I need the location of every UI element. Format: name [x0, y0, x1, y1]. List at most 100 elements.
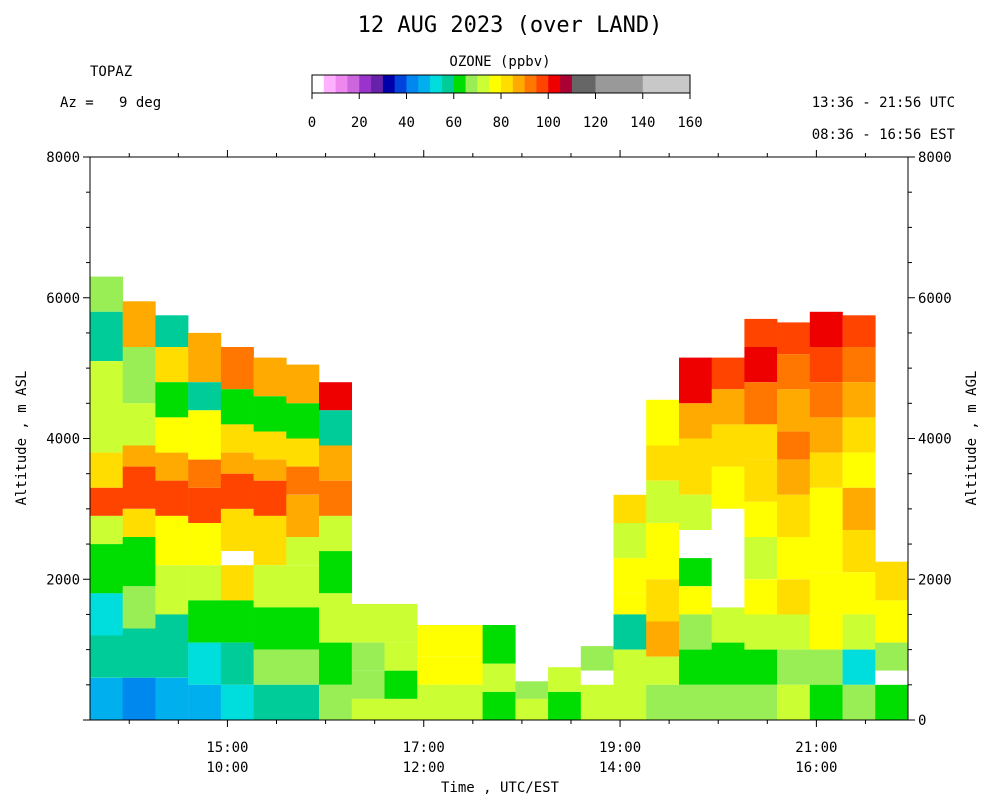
colorbar-bin: [347, 75, 360, 93]
ozone-cell: [319, 445, 352, 481]
ozone-cell: [646, 445, 680, 481]
ozone-cell: [122, 586, 156, 629]
ozone-cell: [155, 382, 189, 418]
ozone-cell: [711, 607, 745, 643]
colorbar-bin: [382, 75, 396, 93]
ozone-cell: [679, 494, 712, 530]
ozone-cell: [319, 382, 352, 411]
colorbar-bin: [524, 75, 537, 93]
x-tick-label-est: 12:00: [403, 760, 445, 776]
ozone-cell: [449, 656, 483, 685]
ozone-cell: [122, 403, 156, 446]
ozone-cell: [220, 684, 254, 720]
ozone-cell: [351, 698, 385, 720]
ozone-cell: [286, 438, 320, 467]
colorbar-bin: [560, 75, 573, 93]
ozone-cell: [319, 410, 352, 446]
ozone-cell: [319, 515, 352, 552]
ozone-cell: [155, 417, 189, 453]
ozone-cell: [482, 625, 516, 664]
colorbar-bin: [642, 75, 691, 93]
ozone-cell: [842, 452, 876, 488]
ozone-cell: [351, 670, 385, 699]
x-tick-label-est: 14:00: [599, 760, 641, 776]
ozone-cell: [417, 625, 451, 657]
ozone-cell: [777, 684, 811, 720]
ozone-cell: [417, 684, 451, 720]
ozone-cell: [580, 670, 614, 685]
ozone-cell: [875, 561, 909, 601]
ozone-cell: [188, 459, 222, 488]
ozone-cell: [90, 452, 123, 488]
ozone-cell: [253, 431, 287, 460]
ozone-cell: [384, 698, 418, 720]
ozone-cell: [286, 494, 320, 537]
ozone-cell: [319, 684, 352, 720]
ozone-cell: [875, 600, 909, 643]
ozone-cell: [188, 487, 222, 523]
ozone-cell: [548, 667, 582, 692]
ozone-cell: [744, 382, 778, 425]
ozone-cell: [188, 565, 222, 601]
ozone-cell: [875, 670, 909, 685]
ozone-cell: [384, 603, 418, 643]
ozone-cell: [777, 537, 811, 580]
ozone-cell: [809, 572, 843, 615]
ozone-cell: [842, 487, 876, 530]
ozone-cell: [449, 684, 483, 720]
ozone-cell: [646, 656, 680, 685]
y-right-tick-label: 0: [918, 713, 926, 729]
ozone-cell: [711, 684, 745, 720]
colorbar-bin: [323, 75, 337, 93]
colorbar-bin: [453, 75, 466, 93]
ozone-cell: [155, 614, 189, 678]
ozone-cell: [777, 459, 811, 495]
ozone-cell: [253, 607, 287, 650]
axis-ticks: [83, 150, 915, 727]
ozone-cell: [777, 579, 811, 615]
ozone-cell: [188, 684, 222, 720]
ozone-cell: [711, 357, 745, 390]
colorbar-tick-label: 100: [536, 115, 561, 131]
colorbar-tick-label: 120: [583, 115, 608, 131]
ozone-cell: [809, 614, 843, 650]
ozone-cell: [90, 593, 123, 636]
ozone-cell: [711, 642, 745, 685]
ozone-cell: [744, 347, 778, 383]
ozone-cell: [188, 332, 222, 383]
ozone-cell: [613, 523, 647, 559]
ozone-cell: [744, 501, 778, 537]
colorbar-bin: [394, 75, 407, 93]
ozone-cell: [286, 649, 320, 685]
ozone-cell: [679, 586, 712, 615]
y-left-tick-label: 6000: [46, 291, 80, 307]
x-tick-labels: 15:00 10:00 17:00 12:00 19:00 14:00 21:00 16:00: [206, 740, 837, 776]
ozone-cell: [90, 515, 123, 544]
ozone-cell: [613, 593, 647, 615]
ozone-cell: [679, 403, 712, 439]
ozone-cell: [90, 544, 123, 594]
ozone-cell: [286, 364, 320, 404]
ozone-cell: [220, 565, 254, 601]
colorbar-bin: [418, 75, 431, 93]
ozone-cell: [777, 431, 811, 460]
ozone-cell: [580, 646, 614, 671]
ozone-cell: [613, 649, 647, 720]
ozone-cell: [679, 530, 712, 559]
ozone-cell: [809, 311, 843, 347]
ozone-cell: [253, 684, 287, 720]
colorbar-bin: [477, 75, 490, 93]
y-left-tick-label: 2000: [46, 572, 80, 588]
ozone-cell: [220, 508, 254, 552]
colorbar-tick-label: 140: [630, 115, 655, 131]
colorbar-tick-label: 60: [445, 115, 462, 131]
colorbar-bin: [335, 75, 348, 93]
ozone-cell: [482, 691, 516, 720]
ozone-cell: [122, 677, 156, 720]
ozone-cell: [646, 523, 680, 580]
colorbar-bin: [465, 75, 478, 93]
ozone-cell: [646, 684, 680, 720]
ozone-cell: [319, 593, 352, 643]
x-tick-label-utc: 15:00: [206, 740, 248, 756]
